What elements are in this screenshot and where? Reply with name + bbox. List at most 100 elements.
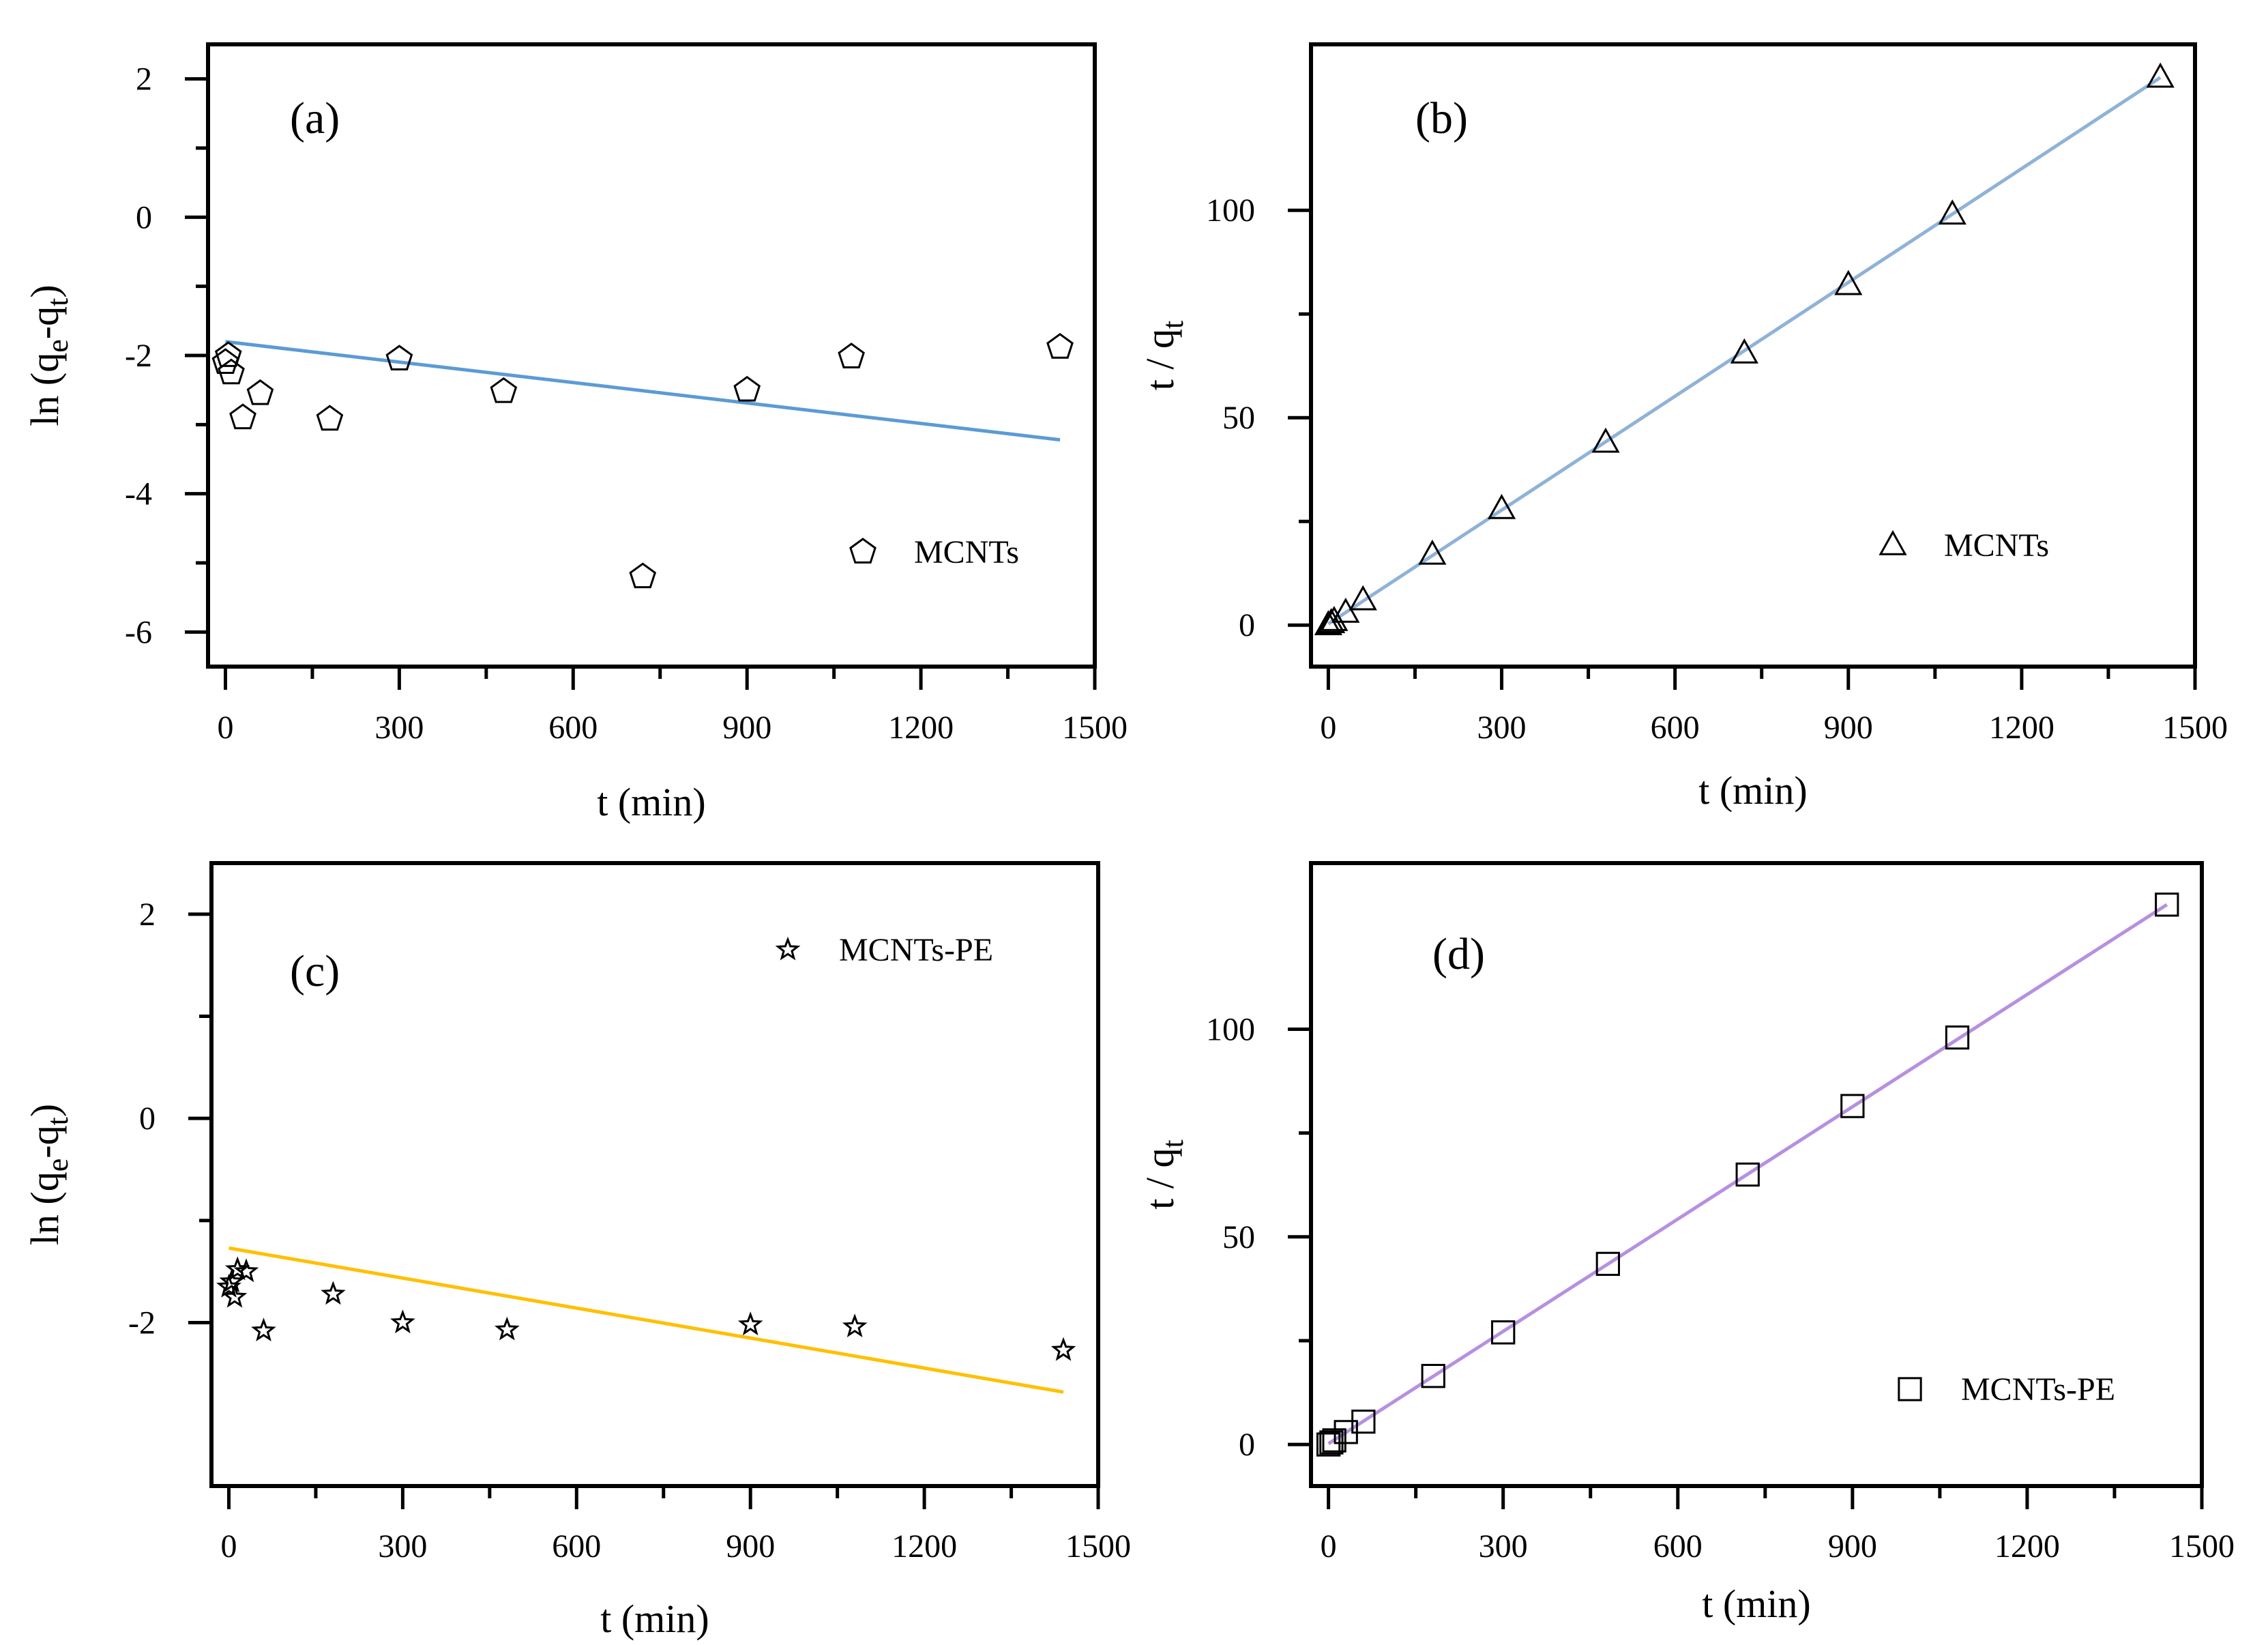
x-tick-label: 0 — [1321, 1528, 1337, 1564]
data-point — [2155, 892, 2179, 917]
y-axis-title-part: e — [41, 1159, 74, 1172]
x-tick-label: 600 — [1653, 1528, 1703, 1564]
panel-label: (b) — [1415, 93, 1468, 143]
fit-line — [1327, 903, 2168, 1446]
y-axis-title-part: ( — [23, 373, 67, 396]
y-tick-label: 0 — [136, 199, 152, 235]
x-tick-label: 1200 — [892, 1528, 957, 1564]
data-point — [390, 1309, 415, 1334]
data-point — [219, 1268, 245, 1293]
y-axis-title-part: -q — [23, 1125, 67, 1158]
x-tick-label: 1200 — [1994, 1528, 2060, 1564]
y-axis-title: ln (qe-qt) — [23, 1104, 74, 1245]
data-point — [1421, 1364, 1445, 1388]
data-point — [1735, 1162, 1760, 1187]
x-tick-label: 300 — [374, 710, 424, 746]
fit-line — [225, 340, 1061, 442]
y-tick-label: 100 — [1206, 1011, 1255, 1047]
y-axis-title-part: ln — [23, 1214, 67, 1245]
y-axis-title-part: q — [23, 1171, 67, 1191]
fit-line — [229, 1246, 1064, 1394]
legend-label: MCNTs-PE — [1961, 1371, 2115, 1408]
y-axis-title-part: t — [1156, 321, 1190, 329]
data-point — [1314, 610, 1343, 635]
x-axis-title: t (min) — [1702, 1582, 1810, 1626]
x-tick-label: 0 — [217, 710, 233, 746]
y-tick-label: -6 — [125, 614, 152, 650]
data-point — [211, 348, 239, 374]
x-tick-label: 0 — [1320, 710, 1336, 746]
data-point — [251, 1318, 276, 1342]
x-tick-label: 1500 — [2162, 710, 2228, 746]
data-point — [737, 1311, 763, 1336]
x-tick-label: 600 — [1651, 710, 1700, 746]
x-tick-label: 1200 — [1989, 710, 2055, 746]
y-axis-title-part: ln — [23, 396, 67, 426]
y-tick-label: 2 — [136, 61, 152, 98]
y-axis-title-part: e — [41, 339, 74, 353]
data-point — [2146, 62, 2175, 88]
x-tick-label: 300 — [1477, 710, 1527, 746]
data-point — [222, 1283, 248, 1308]
x-tick-label: 900 — [726, 1528, 775, 1564]
y-tick-label: 50 — [1222, 1219, 1255, 1255]
x-tick-label: 900 — [1828, 1528, 1877, 1564]
x-tick-label: 300 — [1479, 1528, 1528, 1564]
y-tick-label: -4 — [125, 476, 152, 512]
y-axis-title-part: t / q — [1138, 1148, 1182, 1210]
data-point — [385, 345, 413, 370]
y-tick-label: -2 — [128, 1305, 156, 1341]
y-axis-title-part: ) — [23, 1104, 67, 1117]
data-point — [1322, 1428, 1346, 1453]
plot-frame — [209, 861, 1100, 1488]
legend-marker — [1879, 529, 1907, 555]
x-tick-label: 1500 — [2169, 1528, 2235, 1564]
plot-frame — [1309, 42, 2197, 669]
legend-label: MCNTs — [1944, 527, 2049, 564]
y-axis-title: t / qt — [1138, 1139, 1190, 1209]
y-axis-title-part: t / q — [1138, 329, 1182, 390]
y-tick-label: 0 — [139, 1101, 156, 1137]
data-point — [1945, 1025, 1970, 1050]
y-axis-title-part: t — [41, 1117, 74, 1125]
data-point — [733, 375, 761, 402]
y-axis-title-part: t — [1156, 1139, 1190, 1148]
y-axis-title-part: ) — [23, 285, 67, 297]
legend-marker — [775, 936, 801, 961]
data-point — [1938, 199, 1967, 225]
x-tick-label: 600 — [552, 1528, 601, 1564]
panel-a: 0 300 600 900 1200 1500 -6 -4 -2 0 2 (a) MCNTs t (min… — [23, 42, 1128, 824]
data-point — [1349, 585, 1377, 611]
data-point — [1730, 338, 1758, 364]
data-point — [1595, 1251, 1620, 1277]
y-axis-title-part: q — [23, 353, 67, 373]
data-point — [842, 1313, 868, 1338]
fit-line — [1327, 76, 2162, 626]
y-tick-label: 2 — [139, 897, 156, 933]
data-point — [1331, 597, 1360, 623]
y-tick-label: 100 — [1206, 192, 1255, 229]
data-point — [1046, 332, 1074, 359]
data-point — [838, 343, 865, 368]
x-tick-label: 1500 — [1065, 1528, 1131, 1564]
x-tick-label: 0 — [220, 1528, 237, 1564]
data-point — [246, 379, 274, 405]
panel-label: (d) — [1432, 929, 1485, 979]
panel-c: 0 300 600 900 1200 1500 -2 0 2 (c) MCNTs-PE t (min)… — [23, 861, 1131, 1641]
data-point — [321, 1281, 346, 1305]
y-tick-label: 50 — [1222, 400, 1255, 436]
x-tick-label: 900 — [1824, 710, 1873, 746]
y-axis-title: ln (qe-qt) — [23, 285, 74, 426]
y-tick-label: 0 — [1239, 1427, 1255, 1463]
legend-marker — [849, 538, 877, 564]
data-point — [1840, 1094, 1865, 1118]
x-axis-title: t (min) — [597, 780, 705, 824]
data-point — [1418, 539, 1447, 565]
y-tick-label: 0 — [1239, 607, 1255, 643]
y-axis-title-part: -q — [23, 306, 67, 339]
x-tick-label: 1200 — [888, 710, 954, 746]
data-point — [229, 403, 256, 430]
x-tick-label: 1500 — [1062, 710, 1128, 746]
data-point — [218, 358, 245, 385]
